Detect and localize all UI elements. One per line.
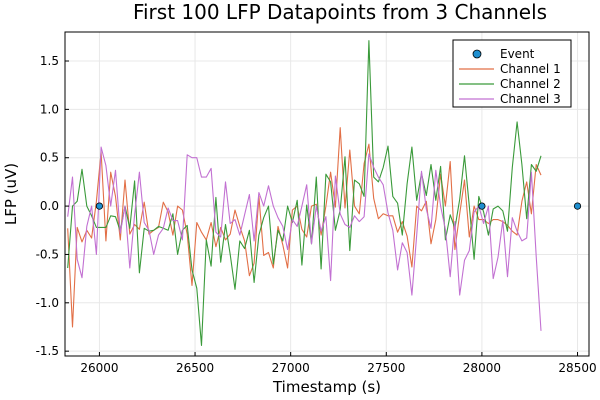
channel-3-line bbox=[67, 146, 542, 331]
event-point bbox=[478, 202, 486, 210]
y-tick-label: -1.5 bbox=[36, 344, 59, 358]
y-tick-label: 0.5 bbox=[40, 151, 59, 165]
event-legend-label: Event bbox=[500, 47, 535, 61]
y-tick-label: -0.5 bbox=[36, 247, 59, 261]
y-tick-label: 0.0 bbox=[40, 199, 59, 213]
x-tick-label: 28000 bbox=[463, 361, 501, 375]
x-tick-label: 26500 bbox=[176, 361, 214, 375]
x-axis-label: Timestamp (s) bbox=[272, 378, 381, 396]
x-tick-label: 27000 bbox=[272, 361, 310, 375]
y-tick-label: -1.0 bbox=[36, 296, 59, 310]
legend-box bbox=[452, 39, 572, 108]
x-tick-label: 28500 bbox=[558, 361, 596, 375]
x-tick-label: 27500 bbox=[367, 361, 405, 375]
x-tick-label: 26000 bbox=[80, 361, 118, 375]
event-point bbox=[95, 202, 104, 210]
plot-frame bbox=[64, 31, 590, 357]
event-point bbox=[573, 202, 582, 210]
channel-1-legend-label: Channel 1 bbox=[500, 62, 561, 76]
channel-3-legend-label: Channel 3 bbox=[500, 92, 561, 106]
axis-ticks: 26000 26500 27000 27500 28000 28500 -1.5 -1.0 -0… bbox=[36, 54, 597, 375]
event-legend-marker bbox=[472, 49, 482, 59]
series-layer bbox=[67, 40, 582, 346]
y-tick-label: 1.0 bbox=[40, 102, 59, 116]
channel-2-line bbox=[67, 40, 542, 346]
chart-title: First 100 LFP Datapoints from 3 Channels bbox=[133, 0, 547, 24]
channel-2-legend-label: Channel 2 bbox=[500, 77, 561, 91]
y-tick-label: 1.5 bbox=[40, 54, 59, 68]
y-axis-label: LFP (uV) bbox=[2, 163, 20, 225]
